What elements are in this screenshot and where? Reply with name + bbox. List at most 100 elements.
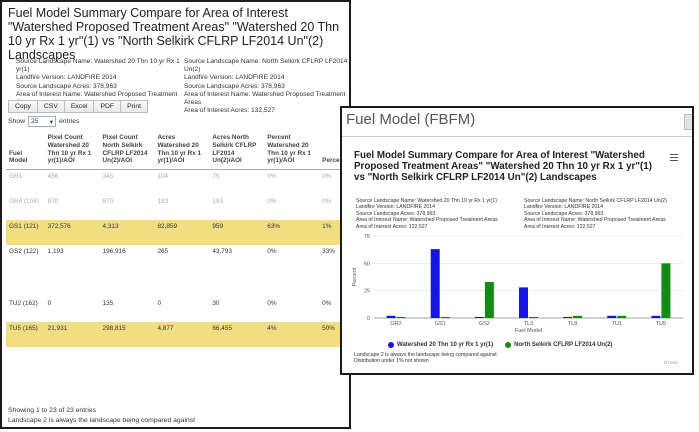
landscape-1-meta-line: Source Landscape Acres: 378,963 [16, 82, 117, 90]
table-cell: 265 [157, 247, 169, 255]
chart-landscape-1-meta-line: Landfire Version: LANDFIRE 2014 [356, 204, 436, 211]
bar-chart: 0 25 50 75 Percent GR2 GS1 GS2 TL3 TL8 TU1 TU5 Fuel … [352, 234, 683, 334]
table-cell: 0% [322, 197, 332, 205]
chevron-down-icon: ▾ [49, 118, 54, 126]
landscape-2-meta-line: Area of Interest Acres: 132,527 [184, 107, 275, 115]
x-tick-label: GS2 [479, 321, 490, 327]
x-tick-label: GR2 [390, 321, 401, 327]
csv-button[interactable]: CSV [36, 100, 65, 113]
table-cell: 870 [102, 197, 114, 205]
table-cell: 43,793 [212, 247, 232, 255]
legend-item-series-2[interactable]: North Selkirk CFLRP LF2014 Un(2) [505, 342, 612, 348]
table-title: Fuel Model Summary Compare for Area of I… [8, 6, 340, 62]
chart-landscape-2-meta-line: Source Landscape Name: North Selkirk CFL… [524, 198, 667, 204]
entries-select[interactable]: 25 ▾ [28, 116, 57, 127]
table-cell: GS2 (122) [9, 247, 39, 255]
table-cell: 372,576 [44, 219, 100, 245]
landscape-2-meta-line: Source Landscape Acres: 378,963 [184, 82, 285, 90]
table-cell: 0% [267, 173, 277, 181]
table-cell: 75 [212, 173, 220, 181]
bar-gs1-series-1 [430, 249, 440, 318]
landscape-2-meta-line: Landfire Version: LANDFIRE 2014 [184, 74, 285, 82]
chart-legend: Watershed 20 Thn 10 yr Rx 1 yr(1) North … [388, 342, 612, 348]
table-cell: 66,455 [209, 321, 265, 347]
table-cell: 0% [322, 299, 332, 307]
fuel-model-table: Fuel Model Pixel Count Watershed 20 Thn … [6, 134, 349, 347]
legend-item-series-1[interactable]: Watershed 20 Thn 10 yr Rx 1 yr(1) [388, 342, 493, 348]
chart-note-distribution: Distribution under 1% not shown [354, 358, 429, 365]
bar-tu1-series-1 [607, 315, 617, 318]
bar-gs2-series-1 [474, 316, 484, 318]
table-cell: 0% [267, 247, 277, 255]
table-cell: 345 [102, 173, 114, 181]
table-cell: TU2 (162) [9, 299, 38, 307]
chart-landscape-1-meta-line: Area of Interest Name: Watershed Propose… [356, 217, 498, 224]
chart-note-landscape: Landscape 2 is always the landscape bein… [354, 352, 497, 358]
table-cell: 21,931 [44, 321, 100, 347]
chart-window-title: Fuel Model (FBFM) [346, 111, 476, 128]
chart-landscape-1-metadata: Source Landscape Name: Watershed 20 Thn … [356, 198, 521, 230]
legend-dot-series-1 [388, 342, 394, 348]
x-tick-label: TU5 [656, 321, 666, 327]
chart-notes: Landscape 2 is always the landscape bein… [354, 352, 497, 365]
bar-gr2-series-1 [386, 315, 396, 318]
table-cell: 456 [47, 173, 59, 181]
table-cell: GR4 (104) [9, 197, 39, 205]
table-cell: 30 [212, 299, 220, 307]
table-row[interactable]: GR1 456 345 104 75 0% 0% [6, 170, 349, 195]
table-cell: 4,313 [99, 219, 155, 245]
chart-window: Fuel Model (FBFM) Fuel Model Summary Com… [340, 106, 694, 375]
table-row[interactable]: GS2 (122) 1,193 196,916 265 43,793 0% 33% [6, 245, 349, 297]
entries-label: entries [59, 118, 80, 125]
table-cell: 0% [267, 197, 277, 205]
table-row[interactable]: TU5 (165) 21,931 298,815 4,877 66,455 4% 50% [6, 321, 349, 347]
bar-gr2-series-2 [396, 316, 406, 318]
bar-gs1-series-2 [440, 316, 450, 318]
table-cell: 135 [102, 299, 114, 307]
y-tick-label: 75 [364, 234, 370, 240]
column-header-pixel-count-2[interactable]: Pixel Count North Selkirk CFLRP LF2014 U… [99, 134, 155, 171]
bar-tu5-series-1 [651, 315, 661, 318]
x-tick-label: TL3 [524, 321, 533, 327]
column-header-pixel-count-1[interactable]: Pixel Count Watershed 20 Thn 10 yr Rx 1 … [44, 134, 100, 171]
chart-panel: Fuel Model Summary Compare for Area of I… [348, 142, 688, 370]
legend-dot-series-2 [505, 342, 512, 348]
copy-button[interactable]: Copy [8, 100, 38, 113]
landscape-2-meta-line: Area of Interest Name: Watershed Propose… [184, 90, 346, 107]
column-header-acres-1[interactable]: Acres Watershed 20 Thn 10 yr Rx 1 yr(1)/… [154, 134, 210, 171]
chart-window-header: Fuel Model (FBFM) [342, 108, 692, 137]
table-cell: 196,916 [102, 247, 126, 255]
excel-button[interactable]: Excel [63, 100, 95, 113]
y-axis-label: Percent [352, 267, 358, 286]
comparison-note: Landscape 2 is always the landscape bein… [8, 417, 196, 424]
table-cell: 104 [157, 173, 169, 181]
y-tick-label: 50 [364, 261, 370, 267]
table-cell: GS1 (121) [6, 219, 45, 245]
chart-credit: IFTDSS [663, 360, 678, 365]
chart-landscape-2-metadata: Source Landscape Name: North Selkirk CFL… [524, 198, 689, 230]
pdf-button[interactable]: PDF [93, 100, 122, 113]
table-row[interactable]: GR4 (104) 870 870 193 193 0% 0% [6, 195, 349, 220]
chart-landscape-1-meta-line: Area of Interest Acres: 132,527 [356, 223, 428, 230]
bar-gs2-series-2 [484, 281, 494, 318]
table-row[interactable]: GS1 (121) 372,576 4,313 82,859 959 63% 1% [6, 219, 349, 245]
chart-landscape-2-meta-line: Area of Interest Name: Watershed Propose… [524, 217, 666, 224]
export-toolbar: Copy CSV Excel PDF Print [8, 100, 149, 113]
landscape-2-meta-line: Source Landscape Name: North Selkirk CFL… [184, 58, 348, 74]
table-cell: 193 [157, 197, 169, 205]
table-cell: 959 [209, 219, 265, 245]
column-header-percent-1[interactable]: Percent Watershed 20 Thn 10 yr Rx 1 yr(1… [264, 134, 320, 171]
print-button[interactable]: Print [120, 100, 149, 113]
bar-tl8-series-1 [563, 316, 573, 318]
legend-label-series-1: Watershed 20 Thn 10 yr Rx 1 yr(1) [397, 342, 494, 348]
chart-landscape-2-meta-line: Area of Interest Acres: 132,527 [524, 223, 596, 230]
bar-tu5-series-2 [661, 263, 671, 318]
column-header-acres-2[interactable]: Acres North Selkirk CFLRP LF2014 Un(2)/A… [209, 134, 265, 171]
table-row[interactable]: TU2 (162) 0 135 0 30 0% 0% [6, 297, 349, 322]
x-tick-label: TU1 [612, 321, 622, 327]
table-cell: 4,877 [154, 321, 210, 347]
window-corner-control[interactable] [684, 114, 692, 130]
table-cell: 870 [47, 197, 59, 205]
column-header-fuel-model[interactable]: Fuel Model [6, 134, 45, 171]
hamburger-menu-icon[interactable] [670, 154, 678, 161]
